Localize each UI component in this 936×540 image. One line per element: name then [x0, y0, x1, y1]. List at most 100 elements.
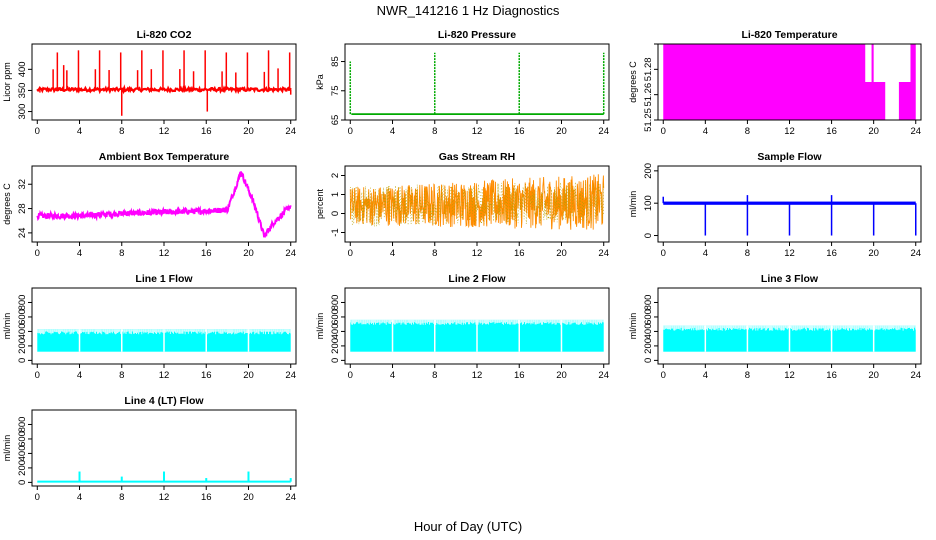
- x-tick-label: 12: [472, 370, 483, 381]
- y-tick-label: 200: [643, 163, 654, 179]
- x-tick-label: 4: [390, 370, 395, 381]
- y-tick-label: 51.26: [643, 83, 654, 107]
- series-3: [36, 171, 292, 238]
- x-tick-label: 4: [77, 126, 82, 137]
- y-axis-label: degrees C: [628, 61, 638, 103]
- x-tick-label: 16: [826, 370, 837, 381]
- panel-3: Ambient Box Temperature 0 4 8 12 16 20 24 24 28 32…: [2, 151, 297, 259]
- y-tick-label: 200: [17, 338, 28, 354]
- x-tick-label: 4: [77, 248, 82, 259]
- x-tick-label: 8: [745, 248, 750, 259]
- y-tick-label: 800: [17, 417, 28, 433]
- series-0: [36, 50, 292, 116]
- y-tick-label: -1: [330, 228, 341, 236]
- series-4: [349, 174, 605, 230]
- y-axis-label: ml/min: [315, 313, 325, 340]
- x-tick-label: 4: [390, 248, 395, 259]
- x-tick-label: 20: [243, 370, 254, 381]
- y-tick-label: 65: [330, 115, 341, 126]
- y-axis-label: ml/min: [628, 191, 638, 218]
- series-9: [37, 471, 292, 483]
- panel-title: Line 3 Flow: [761, 273, 819, 285]
- x-tick-label: 16: [826, 248, 837, 259]
- y-axis-label: ml/min: [2, 313, 12, 340]
- x-tick-label: 16: [514, 370, 525, 381]
- y-tick-label: 0: [17, 358, 28, 363]
- x-tick-label: 8: [432, 248, 437, 259]
- x-tick-label: 24: [910, 248, 921, 259]
- y-tick-label: 24: [17, 228, 28, 239]
- x-tick-label: 24: [910, 370, 921, 381]
- x-tick-label: 12: [159, 126, 170, 137]
- series-1: [349, 52, 605, 116]
- y-tick-label: 350: [17, 83, 28, 99]
- y-tick-label: 400: [17, 61, 28, 77]
- y-tick-label: 0: [330, 211, 341, 216]
- x-tick-label: 4: [703, 370, 708, 381]
- x-tick-label: 0: [661, 370, 666, 381]
- x-tick-label: 4: [77, 370, 82, 381]
- x-tick-label: 12: [784, 248, 795, 259]
- x-tick-label: 24: [598, 370, 609, 381]
- x-tick-label: 12: [784, 370, 795, 381]
- x-tick-label: 0: [35, 370, 40, 381]
- y-axis-label: ml/min: [2, 435, 12, 462]
- y-tick-label: 1: [330, 192, 341, 197]
- panel-title: Li-820 Temperature: [741, 29, 837, 41]
- y-tick-label: 800: [17, 295, 28, 311]
- x-tick-label: 8: [432, 126, 437, 137]
- x-tick-label: 12: [784, 126, 795, 137]
- x-tick-label: 24: [285, 492, 296, 503]
- x-tick-label: 20: [868, 126, 879, 137]
- y-tick-label: 0: [330, 358, 341, 363]
- x-tick-label: 12: [159, 370, 170, 381]
- x-tick-label: 4: [703, 126, 708, 137]
- x-tick-label: 24: [598, 126, 609, 137]
- x-tick-label: 12: [472, 126, 483, 137]
- y-tick-label: 600: [330, 309, 341, 325]
- x-tick-label: 16: [201, 492, 212, 503]
- x-tick-label: 8: [119, 492, 124, 503]
- x-tick-label: 20: [243, 248, 254, 259]
- y-tick-label: 28: [17, 203, 28, 214]
- x-axis-label: Hour of Day (UTC): [414, 519, 522, 534]
- x-tick-label: 8: [119, 370, 124, 381]
- x-tick-label: 8: [119, 126, 124, 137]
- x-tick-label: 16: [826, 126, 837, 137]
- x-tick-label: 16: [514, 248, 525, 259]
- ambient-temp-trace: [36, 171, 292, 238]
- y-tick-label: 51.25: [643, 108, 654, 132]
- x-tick-label: 20: [556, 370, 567, 381]
- x-tick-label: 24: [285, 370, 296, 381]
- y-tick-label: 600: [17, 309, 28, 325]
- y-tick-label: 0: [17, 480, 28, 485]
- panel-title: Line 1 Flow: [135, 273, 193, 285]
- panel-title: Li-820 Pressure: [438, 29, 516, 41]
- y-tick-label: 200: [643, 338, 654, 354]
- x-tick-label: 16: [201, 370, 212, 381]
- y-axis-label: degrees C: [2, 183, 12, 225]
- y-tick-label: 200: [330, 338, 341, 354]
- x-tick-label: 4: [390, 126, 395, 137]
- plot-frame: [344, 43, 610, 121]
- y-axis-label: Licor ppm: [2, 62, 12, 102]
- panel-title: Line 4 (LT) Flow: [124, 395, 204, 407]
- x-tick-label: 24: [285, 126, 296, 137]
- y-tick-label: 800: [643, 295, 654, 311]
- x-tick-label: 20: [243, 126, 254, 137]
- x-tick-label: 4: [703, 248, 708, 259]
- y-tick-label: 75: [330, 85, 341, 96]
- x-tick-label: 20: [868, 370, 879, 381]
- plot-frame: [31, 287, 297, 365]
- y-axis-label: kPa: [315, 74, 325, 90]
- panel-title: Gas Stream RH: [439, 151, 515, 163]
- series-2: [663, 44, 916, 120]
- x-tick-label: 0: [348, 370, 353, 381]
- y-tick-label: 100: [643, 195, 654, 211]
- y-tick-label: 85: [330, 56, 341, 67]
- x-tick-label: 0: [348, 126, 353, 137]
- x-tick-label: 0: [348, 248, 353, 259]
- y-tick-label: 600: [643, 309, 654, 325]
